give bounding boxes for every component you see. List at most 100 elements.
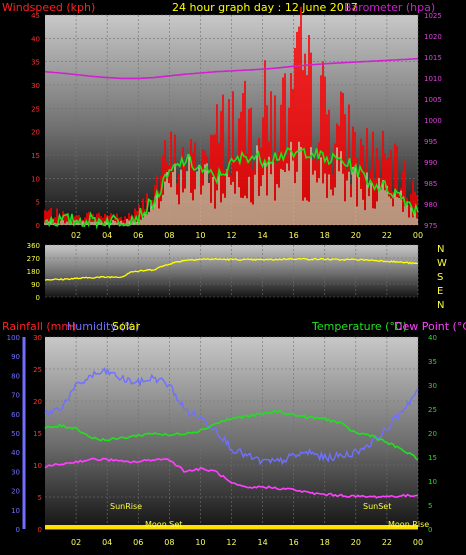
wind-average-line bbox=[44, 147, 419, 230]
compass-label: W bbox=[437, 258, 447, 269]
rain-y-tick: 30 bbox=[33, 334, 42, 342]
humidity-label: Humidity (%) bbox=[67, 320, 140, 333]
baro-y-tick: 980 bbox=[424, 201, 437, 209]
humidity-y-tick: 90 bbox=[11, 353, 20, 361]
dir-y-tick: 270 bbox=[27, 255, 40, 263]
temp-x-tick: 20 bbox=[351, 538, 361, 547]
temp-x-tick: 22 bbox=[382, 538, 392, 547]
humidity-y-tick: 0 bbox=[16, 526, 20, 534]
temp-x-tick: 06 bbox=[133, 538, 143, 547]
baro-y-tick: 990 bbox=[424, 159, 437, 167]
compass-label: N bbox=[437, 300, 444, 311]
humidity-y-tick: 70 bbox=[11, 392, 20, 400]
wind-x-tick: 18 bbox=[320, 231, 330, 240]
compass-label: S bbox=[437, 272, 443, 283]
dewpoint-line bbox=[44, 457, 418, 499]
wind-axis-labels: 02 04 06 08 10 12 14 16 18 20 22 000510152025303540… bbox=[31, 12, 442, 240]
humidity-y-tick: 60 bbox=[11, 411, 20, 419]
humidity-y-tick: 40 bbox=[11, 449, 20, 457]
humidity-y-tick: 30 bbox=[11, 468, 20, 476]
baro-y-tick: 975 bbox=[424, 222, 437, 230]
rain-y-tick: 10 bbox=[33, 462, 42, 470]
compass-label: N bbox=[437, 244, 444, 255]
baro-y-tick: 995 bbox=[424, 138, 437, 146]
graph-title: 24 hour graph day : 12 June 2017 bbox=[172, 1, 358, 14]
temp-x-tick: 08 bbox=[164, 538, 174, 547]
wind-x-tick: 22 bbox=[382, 231, 392, 240]
baro-y-tick: 1025 bbox=[424, 12, 442, 20]
temp-x-tick: 12 bbox=[226, 538, 236, 547]
temp-y-tick: 10 bbox=[428, 478, 437, 486]
wind-y-tick: 30 bbox=[31, 82, 40, 90]
solar-label: Solar bbox=[112, 320, 141, 333]
temp-y-tick: 35 bbox=[428, 358, 437, 366]
barometer-line bbox=[44, 57, 419, 80]
barometer-label: Barometer (hpa) bbox=[344, 1, 436, 14]
wind-x-tick: 02 bbox=[71, 231, 81, 240]
wind-y-tick: 0 bbox=[36, 222, 40, 230]
temp-axis-labels: 02 04 06 08 10 12 14 16 18 20 22 000102030405060708… bbox=[7, 334, 437, 547]
temp-x-tick: 02 bbox=[71, 538, 81, 547]
temperature-line bbox=[44, 409, 419, 461]
rain-y-tick: 5 bbox=[38, 494, 42, 502]
temp-y-tick: 20 bbox=[428, 430, 437, 438]
rain-y-tick: 20 bbox=[33, 398, 42, 406]
rain-y-tick: 0 bbox=[38, 526, 42, 534]
humidity-y-tick: 100 bbox=[7, 334, 20, 342]
baro-y-tick: 1010 bbox=[424, 75, 442, 83]
moonset-annotation: Moon Set bbox=[145, 520, 182, 529]
compass-label: E bbox=[437, 286, 443, 297]
temperature-label: Temperature (°C) bbox=[312, 320, 407, 333]
humidity-y-tick: 50 bbox=[11, 430, 20, 438]
baro-y-tick: 1015 bbox=[424, 54, 442, 62]
wind-y-tick: 10 bbox=[31, 175, 40, 183]
wind-x-tick: 10 bbox=[195, 231, 205, 240]
sunset-annotation: SunSet bbox=[363, 502, 391, 511]
solar-baseline bbox=[45, 525, 418, 529]
temp-x-tick: 00 bbox=[413, 538, 423, 547]
temp-y-tick: 40 bbox=[428, 334, 437, 342]
wind-x-tick: 12 bbox=[226, 231, 236, 240]
wind-y-tick: 15 bbox=[31, 152, 40, 160]
sunrise-annotation: SunRise bbox=[110, 502, 142, 511]
direction-line bbox=[44, 257, 419, 281]
temp-y-tick: 15 bbox=[428, 454, 437, 462]
wind-x-tick: 06 bbox=[133, 231, 143, 240]
temp-x-tick: 18 bbox=[320, 538, 330, 547]
temp-lines bbox=[44, 366, 419, 530]
temp-x-tick: 10 bbox=[195, 538, 205, 547]
dir-y-tick: 180 bbox=[27, 268, 40, 276]
direction-line bbox=[44, 257, 419, 281]
temp-y-tick: 25 bbox=[428, 406, 437, 414]
baro-y-tick: 1000 bbox=[424, 117, 442, 125]
wind-y-tick: 35 bbox=[31, 59, 40, 67]
moonrise-annotation: Moon Rise bbox=[388, 520, 429, 529]
dir-y-tick: 360 bbox=[27, 242, 40, 250]
wind-x-tick: 04 bbox=[102, 231, 112, 240]
wind-y-tick: 5 bbox=[36, 199, 40, 207]
wind-lines bbox=[44, 57, 419, 230]
humidity-line bbox=[44, 366, 419, 466]
temp-y-tick: 5 bbox=[428, 502, 432, 510]
wind-gust-bars bbox=[44, 6, 418, 225]
dir-y-tick: 0 bbox=[36, 294, 40, 302]
rain-y-tick: 25 bbox=[33, 366, 42, 374]
wind-y-tick: 20 bbox=[31, 129, 40, 137]
wind-y-tick: 40 bbox=[31, 35, 40, 43]
temp-y-tick: 0 bbox=[428, 526, 432, 534]
temp-panel: 02 04 06 08 10 12 14 16 18 20 22 000102030405060708… bbox=[7, 334, 437, 547]
wind-y-tick: 25 bbox=[31, 105, 40, 113]
humidity-y-tick: 10 bbox=[11, 507, 20, 515]
dewpoint-label: Dew Point (°C) bbox=[394, 320, 466, 333]
baro-y-tick: 1020 bbox=[424, 33, 442, 41]
wind-panel: 02 04 06 08 10 12 14 16 18 20 22 000510152025303540… bbox=[31, 6, 442, 240]
dir-y-tick: 90 bbox=[31, 281, 40, 289]
rainfall-label: Rainfall (mm) bbox=[2, 320, 77, 333]
wind-x-tick: 00 bbox=[413, 231, 423, 240]
humidity-y-tick: 20 bbox=[11, 488, 20, 496]
temp-x-tick: 04 bbox=[102, 538, 112, 547]
